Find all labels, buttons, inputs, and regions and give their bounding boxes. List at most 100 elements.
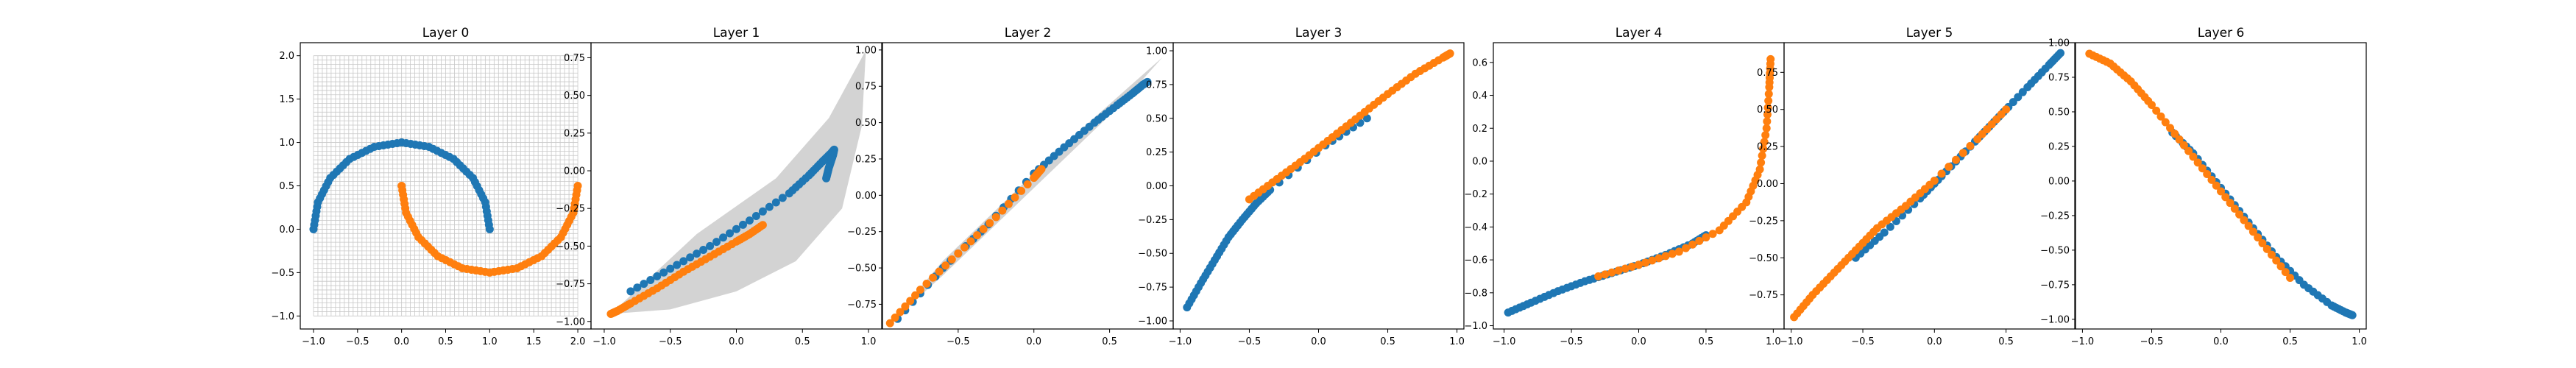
- data-point-class1: [1702, 233, 1710, 242]
- data-point-class1: [2240, 216, 2248, 224]
- y-tick-label: 2.0: [279, 51, 294, 62]
- data-point-class0: [822, 174, 831, 183]
- data-point-class1: [2161, 118, 2170, 127]
- data-point-class1: [2166, 124, 2175, 132]
- data-point-class1: [1766, 54, 1775, 63]
- axes-title: Layer 2: [1005, 26, 1052, 40]
- data-point-class1: [1945, 163, 1953, 171]
- y-tick-label: −0.75: [1138, 283, 1167, 294]
- data-point-class1: [929, 273, 938, 282]
- y-tick-label: 0.0: [279, 224, 294, 236]
- data-point-class1: [2156, 112, 2165, 121]
- axes-title: Layer 6: [2198, 26, 2245, 40]
- data-point-class1: [1937, 169, 1946, 178]
- data-point-class1: [2262, 244, 2271, 253]
- y-tick-label: 0.25: [2048, 141, 2070, 152]
- y-tick-label: −0.50: [556, 241, 585, 252]
- y-tick-label: 0.00: [1757, 179, 1778, 190]
- x-tick-label: 2.0: [570, 336, 586, 347]
- axes-layer-0: −1.0 −0.5 0.0 0.5 1.0 1.5 2.0 −1.0 −0.5 0.0 0.5 1.0…: [271, 26, 592, 347]
- data-point-class1: [1655, 254, 1663, 263]
- data-point-class1: [1037, 165, 1046, 174]
- data-point-class0: [659, 268, 668, 277]
- data-point-class1: [991, 213, 1000, 222]
- data-point-class1: [1755, 165, 1764, 174]
- data-point-class1: [2267, 250, 2276, 259]
- data-point-class0: [765, 202, 774, 211]
- axes-title: Layer 1: [713, 26, 760, 40]
- data-point-class0: [1886, 222, 1894, 231]
- y-tick-label: −1.00: [1138, 316, 1167, 327]
- data-point-class0: [640, 280, 648, 289]
- data-point-class0: [693, 250, 701, 258]
- data-point-class1: [2203, 170, 2212, 179]
- data-point-class0: [778, 194, 787, 202]
- y-tick-label: 0.50: [2048, 107, 2070, 118]
- x-tick-label: 0.5: [1998, 336, 2014, 347]
- data-point-class1: [2230, 205, 2239, 213]
- data-point-class1: [2221, 193, 2230, 202]
- data-point-class1: [1930, 176, 1939, 185]
- y-tick-label: 0.25: [1757, 142, 1778, 153]
- x-tick-label: 0.5: [2282, 336, 2298, 347]
- y-tick-label: −0.25: [2040, 210, 2070, 222]
- data-point-class0: [719, 233, 728, 242]
- y-tick-label: 0.00: [855, 191, 877, 202]
- data-point-class1: [960, 243, 969, 252]
- y-tick-label: 0.25: [855, 154, 877, 165]
- y-tick-label: 0.00: [1146, 181, 1167, 192]
- data-point-class1: [758, 221, 767, 230]
- axes-frame: [1783, 42, 2076, 330]
- axes-title: Layer 0: [422, 26, 470, 40]
- data-point-class0: [771, 198, 780, 207]
- data-point-class0: [732, 224, 740, 233]
- data-point-class1: [1674, 247, 1683, 256]
- axes-title: Layer 4: [1616, 26, 1663, 40]
- data-point-class0: [745, 216, 754, 225]
- data-point-class1: [1682, 244, 1691, 252]
- axes-title: Layer 3: [1295, 26, 1342, 40]
- data-point-class1: [1688, 240, 1697, 249]
- data-point-class1: [1004, 199, 1013, 208]
- y-tick-label: −1.00: [2040, 314, 2070, 325]
- data-point-class1: [1446, 49, 1454, 58]
- axes-frame: [1172, 42, 1465, 330]
- data-point-class1: [1661, 252, 1670, 261]
- x-tick-label: 0.5: [438, 336, 453, 347]
- data-point-class0: [653, 272, 662, 280]
- data-point-class1: [998, 206, 1007, 215]
- x-tick-label: 0.5: [1102, 336, 1117, 347]
- axes-layer-5: −1.0 −0.5 0.0 0.5 −0.75 −0.50 −0.25 0.00 0.25 0.5…: [1749, 26, 2076, 347]
- data-point-class1: [979, 224, 988, 233]
- y-tick-label: 0.75: [855, 82, 877, 93]
- axes-layer-4: −1.0 −0.5 0.0 0.5 1.0 −1.0 −0.8 −0.6 −0.4 −0.2 0.0…: [1464, 26, 1785, 347]
- y-tick-label: −1.00: [556, 316, 585, 328]
- y-tick-label: 0.75: [1146, 79, 1167, 91]
- data-point-class1: [2248, 227, 2257, 236]
- axes-layer-3: −1.0 −0.5 0.0 0.5 1.0 −1.00 −0.75 −0.50 −0.25 0.0…: [1138, 26, 1465, 347]
- data-point-class1: [1764, 90, 1773, 99]
- y-tick-label: 1.00: [2048, 38, 2070, 49]
- data-point-class1: [2235, 210, 2244, 219]
- axes-title: Layer 5: [1906, 26, 1953, 40]
- data-point-class1: [2175, 135, 2184, 144]
- data-point-class1: [1708, 230, 1717, 238]
- y-tick-label: 0.5: [279, 181, 294, 192]
- y-tick-label: 0.00: [2048, 176, 2070, 187]
- data-point-class1: [2281, 268, 2290, 277]
- data-point-class0: [1880, 228, 1889, 237]
- y-tick-label: −0.50: [847, 263, 877, 275]
- data-point-class1: [1621, 264, 1630, 273]
- data-point-class1: [1966, 141, 1975, 150]
- data-point-class0: [726, 229, 735, 238]
- data-point-class0: [2056, 49, 2065, 57]
- data-point-class1: [1641, 258, 1650, 267]
- data-point-class1: [973, 231, 982, 240]
- data-point-class1: [2184, 146, 2193, 155]
- data-point-class1: [2152, 106, 2161, 115]
- data-point-class1: [1607, 268, 1616, 277]
- x-tick-label: −0.5: [346, 336, 369, 347]
- y-tick-label: 0.50: [564, 91, 585, 102]
- y-tick-label: −0.75: [847, 300, 877, 311]
